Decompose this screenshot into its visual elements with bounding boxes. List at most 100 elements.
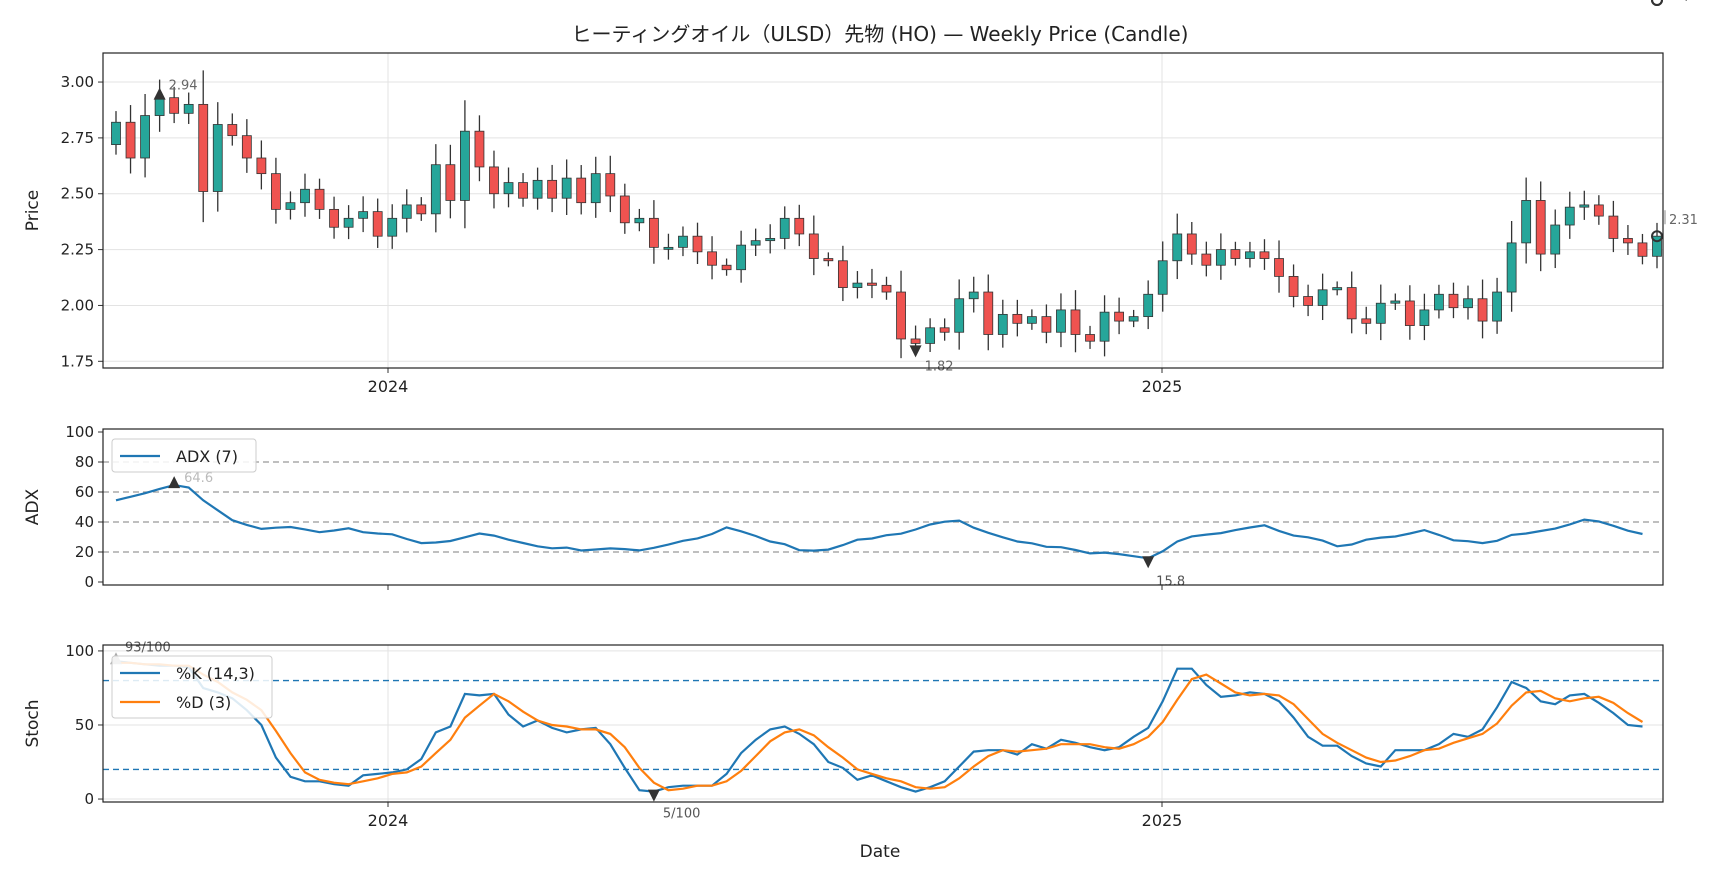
candle-body: [1114, 311, 1125, 322]
candle-body: [271, 173, 281, 210]
stoch-legend: %K (14,3) %D (3): [111, 655, 273, 719]
candle-body: [605, 173, 616, 197]
candle-body: [896, 291, 906, 340]
price-last-label: 2.31: [1669, 213, 1698, 228]
candle-body: [707, 251, 717, 266]
candle-body: [867, 282, 877, 286]
candle-body: [1332, 287, 1343, 291]
adx-legend-box: [111, 438, 257, 473]
adx-series-line: [115, 483, 1643, 560]
candle-body: [1434, 293, 1444, 311]
candle-body: [387, 217, 398, 237]
candle-body: [1579, 204, 1590, 208]
candle-body: [1172, 233, 1183, 262]
adx-max-marker: [168, 476, 181, 489]
adx-y-tick-label: 0: [84, 573, 94, 591]
candle-body: [1026, 316, 1037, 324]
adx-max-label: 64.6: [184, 471, 213, 486]
candle-body: [576, 177, 587, 204]
candle-body: [823, 258, 834, 262]
candle-body: [1186, 233, 1197, 255]
stoch-y-tick-label: 50: [75, 716, 94, 734]
candle-body: [619, 195, 630, 224]
candle-body: [547, 179, 558, 199]
candle-body: [474, 130, 485, 168]
candle-body: [518, 182, 528, 199]
price-x-tick-label: 2024: [368, 377, 409, 396]
candle-body: [1608, 215, 1619, 239]
candle-body: [837, 260, 848, 288]
candle-body: [968, 291, 979, 300]
stoch-max-label: 93/100: [125, 640, 171, 655]
candle-body: [169, 97, 180, 114]
candle-body: [1259, 251, 1270, 259]
candle-body: [1375, 302, 1386, 324]
x-axis-label: Date: [860, 842, 901, 862]
candle-body: [808, 233, 819, 259]
candle-body: [1477, 298, 1488, 322]
candle-body: [1593, 204, 1604, 217]
candle-body: [343, 217, 354, 228]
price-plot-frame: [102, 52, 1664, 369]
candle-body: [1230, 249, 1241, 259]
candle-body: [314, 188, 325, 210]
adx-y-tick-label: 80: [75, 453, 94, 471]
price-y-tick-label: 2.50: [61, 185, 94, 203]
adx-y-tick-label: 60: [75, 483, 94, 501]
adx-min-label: 15.8: [1156, 574, 1185, 589]
candle-body: [910, 338, 921, 344]
candle-body: [1550, 224, 1561, 255]
candle-body: [1143, 293, 1154, 318]
candle-body: [460, 130, 470, 201]
adx-legend: ADX (7): [111, 438, 257, 473]
price-high-label: 2.94: [169, 79, 198, 94]
candle-body: [227, 124, 238, 137]
adx-y-tick-label: 100: [65, 423, 94, 441]
candle-body: [372, 211, 383, 237]
stoch-min-label: 5/100: [663, 807, 700, 822]
candle-body: [721, 264, 732, 271]
candle-body: [779, 217, 790, 239]
stoch-y-tick-label: 0: [84, 790, 94, 808]
candle-body: [125, 121, 136, 159]
stoch-d-line: [116, 661, 1644, 792]
candle-body: [678, 235, 688, 248]
candle-body: [1463, 298, 1473, 309]
candle-body: [285, 202, 296, 210]
candle-body: [489, 166, 499, 195]
stoch-legend-label-d: %D (3): [176, 693, 231, 712]
candle-body: [925, 327, 936, 344]
candle-body: [881, 284, 892, 293]
candle-body: [1448, 293, 1459, 309]
candle-body: [183, 103, 194, 114]
candle-body: [1361, 318, 1372, 324]
price-y-tick-label: 2.75: [61, 129, 94, 147]
candle-body: [198, 103, 209, 192]
candle-body: [358, 211, 369, 219]
candle-body: [1288, 276, 1299, 297]
candle-body: [256, 157, 267, 175]
candle-body: [140, 115, 150, 159]
stoch-legend-label-k: %K (14,3): [176, 664, 255, 683]
candle-body: [532, 179, 543, 199]
adx-last-label: 32.0: [1669, 0, 1698, 4]
candle-body: [590, 173, 601, 204]
price-high-marker: [153, 87, 166, 100]
adx-y-axis-label: ADX: [23, 488, 43, 525]
adx-plot-frame: [102, 428, 1664, 586]
candle-body: [329, 208, 339, 228]
stoch-x-tick-label: 2025: [1142, 811, 1183, 830]
candle-body: [1128, 316, 1139, 322]
candle-body: [634, 217, 645, 224]
stoch-y-axis-label: Stoch: [23, 700, 43, 748]
candle-body: [1041, 316, 1052, 333]
stoch-last-label: 49/100: [1669, 0, 1715, 4]
stoch-y-tick-label: 100: [65, 642, 94, 660]
candle-body: [1085, 334, 1095, 342]
price-y-axis-label: Price: [23, 190, 43, 231]
candle-body: [939, 327, 950, 333]
candle-body: [750, 240, 761, 246]
candle-body: [692, 235, 703, 253]
